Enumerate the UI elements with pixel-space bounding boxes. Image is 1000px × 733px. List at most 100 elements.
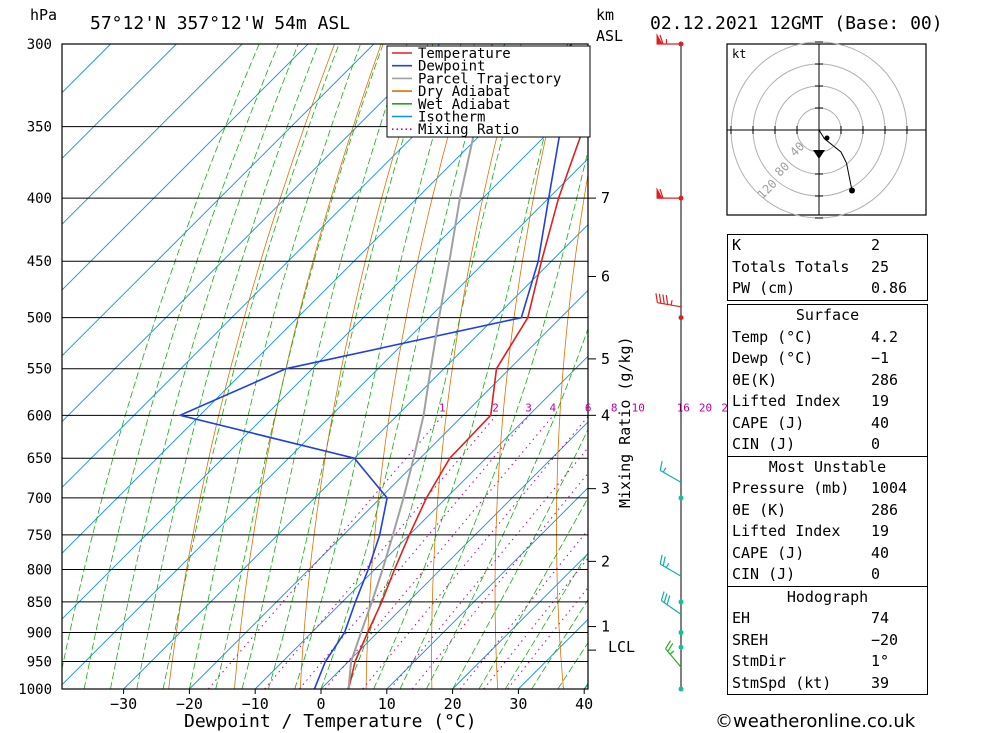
surface-label: Lifted Index (732, 392, 841, 410)
hodo-value: 74 (871, 609, 890, 627)
lcl-label: LCL (608, 638, 635, 656)
hodo-row: StmSpd (kt) 39 (728, 673, 927, 695)
plot-frame (61, 43, 589, 690)
credit-link[interactable]: ©weatheronline.co.uk (715, 711, 916, 732)
surface-row: θE(K) 286 (728, 370, 927, 392)
dry-adiabat-line (494, 44, 568, 689)
pressure-tick-label: 850 (27, 595, 52, 611)
wind-level-dot (678, 315, 684, 321)
mixing-ratio-axis-label: Mixing Ratio (g/kg) (616, 336, 634, 508)
dry-adiabat-line (674, 44, 708, 689)
wind-barb-flag (665, 295, 669, 305)
pressure-tick-label: 500 (27, 311, 52, 327)
wet-adiabat-line (62, 44, 260, 671)
mu-label: Pressure (mb) (732, 479, 850, 497)
isotherm-line (62, 44, 572, 554)
surface-row: Temp (°C) 4.2 (728, 327, 927, 349)
mu-label: Lifted Index (732, 522, 841, 540)
most-unstable-title: Most Unstable (728, 455, 927, 479)
hodo-row: StmDir 1° (728, 651, 927, 673)
wind-barb-flag (667, 643, 674, 652)
index-value: 2 (871, 236, 881, 254)
isotherm-line (62, 44, 440, 423)
pressure-tick-label: 300 (27, 37, 52, 53)
height-tick-label: 2 (601, 552, 610, 570)
wind-barb-half-flag (665, 562, 670, 568)
legend-label: Dry Adiabat (418, 84, 511, 100)
mixing-ratio-tick-label: 8 (611, 401, 618, 414)
wind-barb-flag (655, 293, 658, 303)
wet-adiabat-line (294, 44, 462, 689)
surface-value: 4.2 (871, 327, 899, 346)
hodo-row: EH 74 (728, 608, 927, 630)
wet-adiabat-line (162, 44, 340, 689)
hodograph-point (824, 135, 830, 141)
mu-row: CAPE (J) 40 (728, 543, 927, 565)
wind-barb (656, 33, 681, 45)
pressure-tick-label: 350 (27, 120, 52, 136)
index-value: 25 (871, 257, 890, 276)
wind-barb-flag (659, 460, 663, 471)
wind-barb-half-flag (669, 650, 675, 655)
hodograph-unit-label: kt (732, 47, 746, 61)
mixing-ratio-tick-label: 2 (492, 401, 499, 414)
pressure-tick-label: 650 (27, 451, 52, 467)
isotherm-line (123, 223, 588, 689)
legend-label: Isotherm (418, 110, 485, 126)
wet-adiabat-line (452, 428, 588, 689)
wind-barb (659, 554, 682, 577)
wind-barb-pennant (656, 33, 663, 45)
pressure-tick-label: 700 (27, 491, 52, 507)
mixing-ratio-line (362, 415, 588, 689)
storm-motion-marker (813, 150, 825, 159)
temperature-tick-label: 20 (444, 695, 462, 713)
dry-adiabat-line (168, 44, 335, 689)
location-title: 57°12'N 357°12'W 54m ASL (90, 13, 350, 34)
temperature-profile-line (347, 111, 588, 689)
mu-value: 1004 (871, 479, 908, 497)
hodograph-table-title: Hodograph (728, 585, 927, 609)
mu-label: CAPE (J) (732, 543, 805, 562)
surface-label: CIN (J) (732, 435, 796, 453)
datetime-label: 02.12.2021 12GMT (Base: 00) (650, 13, 943, 34)
mixing-ratio-line (207, 414, 444, 689)
asl-label: ASL (596, 27, 623, 45)
mu-label: θE (K) (732, 500, 787, 519)
surface-value: 19 (871, 392, 890, 410)
wind-barb (665, 640, 682, 668)
index-label: PW (cm) (732, 279, 796, 297)
wind-barb-shaft (659, 563, 682, 577)
legend-label: Wet Adiabat (418, 97, 511, 113)
surface-label: θE(K) (732, 370, 778, 389)
wind-barb-pennant (656, 187, 663, 199)
wind-level-dot (678, 630, 684, 636)
temperature-tick-label: −30 (110, 695, 137, 713)
wind-barb (660, 591, 682, 615)
surface-title: Surface (795, 306, 860, 324)
pressure-tick-label: 600 (27, 408, 52, 424)
wet-adiabat-line (373, 44, 568, 689)
dewpoint-profile-line (177, 44, 572, 689)
index-label: Totals Totals (732, 257, 850, 276)
wind-level-dot (678, 644, 684, 650)
dry-adiabat-line (938, 44, 1000, 689)
mixing-ratio-line (389, 447, 588, 689)
hodo-label: StmSpd (kt) (732, 673, 832, 692)
surface-value: −1 (871, 349, 890, 367)
hpa-label: hPa (30, 6, 57, 24)
wet-adiabat-line (83, 44, 279, 689)
temperature-tick-label: −10 (242, 695, 269, 713)
height-tick-label: 1 (601, 618, 610, 636)
mu-row: CIN (J) 0 (728, 564, 927, 586)
hodo-value: 39 (871, 673, 890, 692)
temperature-tick-label: −20 (176, 695, 203, 713)
pressure-tick-label: 950 (27, 655, 52, 671)
x-axis-label: Dewpoint / Temperature (°C) (184, 711, 477, 732)
mu-row: Pressure (mb) 1004 (728, 478, 927, 500)
legend-box (386, 45, 591, 138)
isotherm-line (452, 552, 588, 689)
wind-barb-half-flag (662, 467, 667, 473)
wet-adiabat-line (189, 44, 361, 689)
